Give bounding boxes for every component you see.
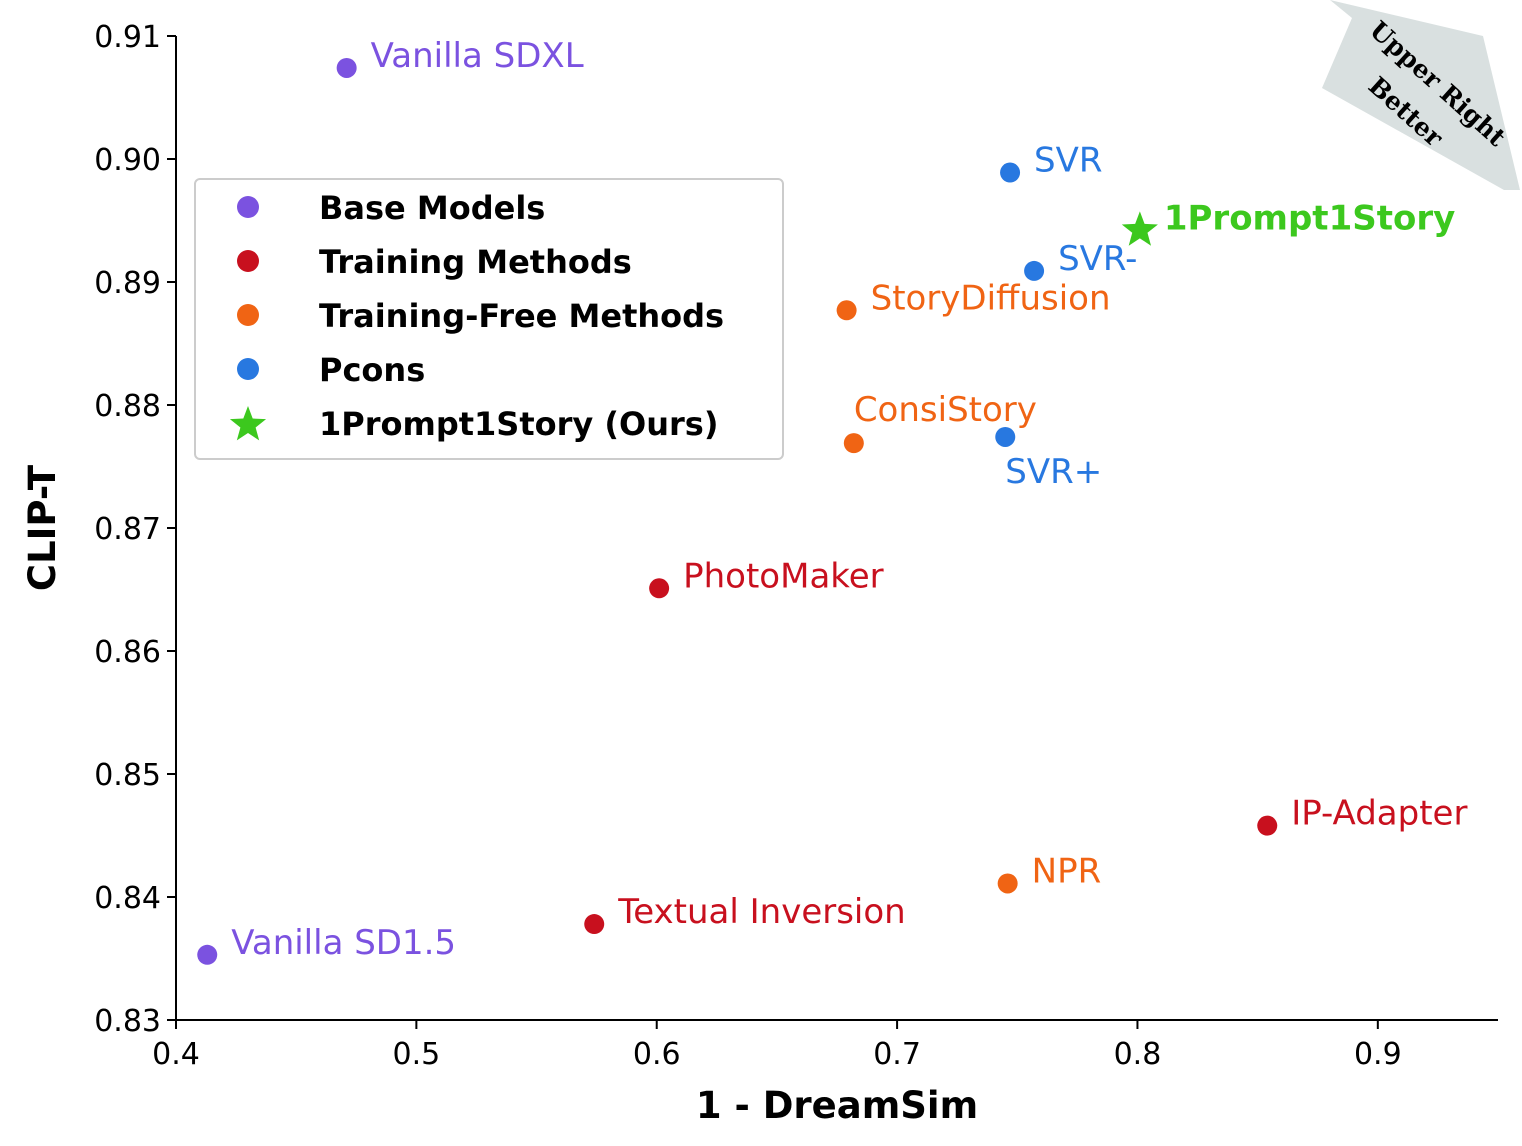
y-tick-label: 0.83 (94, 1004, 161, 1039)
label-storydiffusion: StoryDiffusion (871, 278, 1111, 318)
upper-right-arrow-shape (1322, 0, 1520, 190)
label-svr: SVR+ (1005, 452, 1102, 492)
point-storydiffusion (836, 300, 857, 321)
y-tick-label: 0.87 (94, 512, 161, 547)
x-tick-label: 0.6 (633, 1037, 681, 1072)
legend-label-training: Training Methods (319, 243, 632, 281)
point-svr (1000, 162, 1021, 183)
x-tick-label: 0.4 (152, 1037, 200, 1072)
point-vanilla-sd1-5 (197, 944, 218, 965)
point-npr (997, 873, 1018, 894)
upper-right-better-annotation: Upper Right Better (1322, 0, 1520, 190)
y-tick-label: 0.91 (94, 20, 161, 55)
label-photomaker: PhotoMaker (683, 556, 884, 596)
label-vanilla-sdxl: Vanilla SDXL (371, 36, 584, 76)
legend-marker-ours (229, 406, 267, 441)
x-tick-label: 0.7 (873, 1037, 921, 1072)
label-svr: SVR- (1058, 239, 1137, 279)
y-tick-label: 0.86 (94, 635, 161, 670)
y-tick-label: 0.88 (94, 389, 161, 424)
point-textual-inversion (584, 914, 605, 935)
label-consistory: ConsiStory (854, 390, 1037, 430)
label-npr: NPR (1032, 851, 1102, 891)
label-1prompt1story: 1Prompt1Story (1164, 198, 1455, 238)
y-tick-label: 0.85 (94, 758, 161, 793)
point-svr (1024, 260, 1045, 281)
legend-label-ours: 1Prompt1Story (Ours) (319, 405, 718, 443)
y-tick-label: 0.90 (94, 143, 161, 178)
label-vanilla-sd1-5: Vanilla SD1.5 (231, 923, 456, 963)
legend-label-training-free: Training-Free Methods (319, 297, 724, 335)
legend-marker-pcons (237, 358, 259, 380)
label-ip-adapter: IP-Adapter (1291, 794, 1467, 834)
point-photomaker (649, 578, 670, 599)
x-axis-label: 1 - DreamSim (696, 1084, 978, 1127)
axes: 0.4 0.5 0.6 0.7 0.8 0.9 0.83 0.84 0.85 0.86 0.87 0.… (94, 20, 1498, 1072)
data-points: Vanilla SDXL Vanilla SD1.5 PhotoMaker Textu… (197, 36, 1467, 965)
y-tick-label: 0.89 (94, 266, 161, 301)
legend-label-pcons: Pcons (319, 351, 425, 389)
legend-marker-training-free (237, 304, 259, 326)
label-textual-inversion: Textual Inversion (617, 892, 906, 932)
legend: Base Models Training Methods Training-Free… (194, 178, 784, 460)
point-1prompt1story (1121, 211, 1158, 246)
point-vanilla-sdxl (336, 57, 357, 78)
x-tick-label: 0.5 (393, 1037, 441, 1072)
x-tick-label: 0.9 (1354, 1037, 1402, 1072)
legend-box (194, 178, 784, 460)
point-svr (995, 426, 1016, 447)
y-axis-label: CLIP-T (21, 464, 64, 591)
y-tick-label: 0.84 (94, 881, 161, 916)
legend-label-base: Base Models (319, 189, 545, 227)
point-ip-adapter (1257, 815, 1278, 836)
legend-marker-training (237, 250, 259, 272)
x-tick-label: 0.8 (1114, 1037, 1162, 1072)
point-consistory (843, 433, 864, 454)
legend-marker-base (237, 196, 259, 218)
label-svr: SVR (1034, 141, 1102, 181)
